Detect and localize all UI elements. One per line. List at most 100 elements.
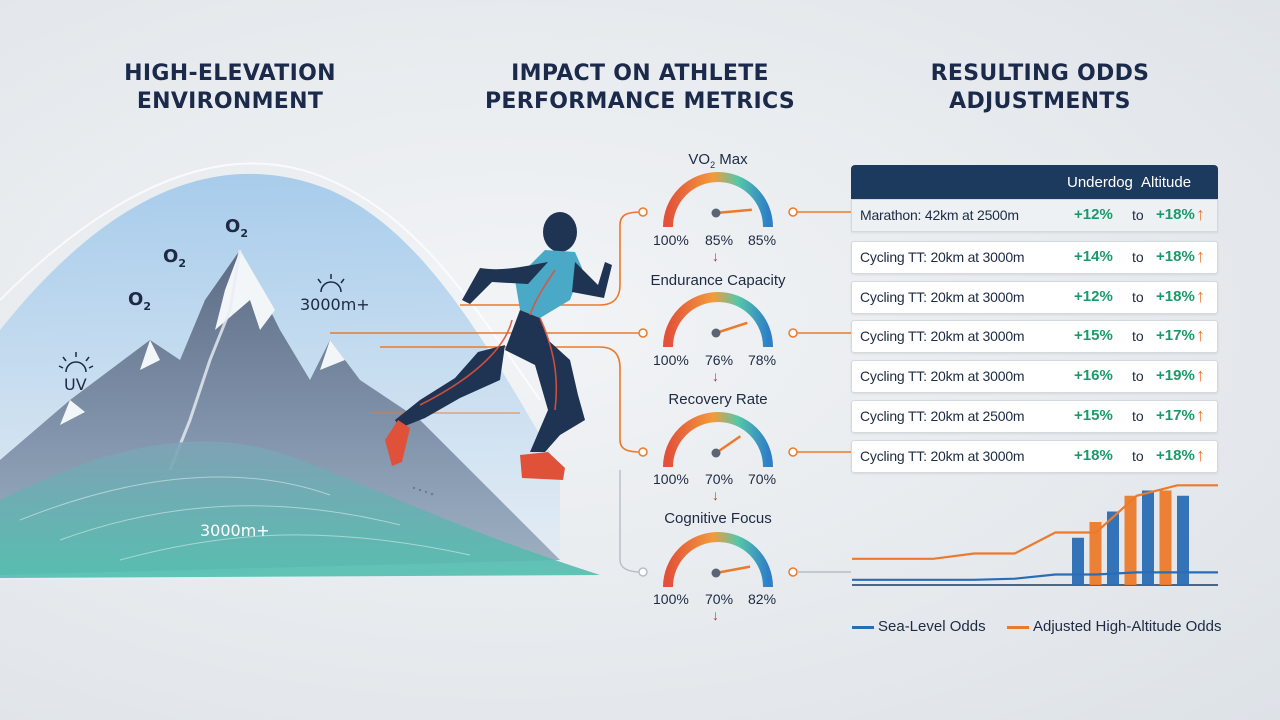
odds-heading-line2: ADJUSTMENTS — [949, 89, 1131, 114]
o2-subscript: 2 — [178, 257, 186, 270]
odds-to: +19% — [1156, 367, 1195, 385]
odds-to: +18% — [1156, 287, 1195, 305]
event-name: Cycling TT: 20km at 3000m — [860, 248, 1025, 265]
odds-connector: to — [1132, 447, 1144, 464]
connector-lines — [330, 211, 643, 453]
odds-row: Cycling TT: 20km at 3000m +14% to +18% ↑ — [851, 240, 1218, 274]
gauge-title-vo2max: VO2 Max — [618, 151, 818, 170]
sun-icon — [317, 274, 345, 293]
chart-bar — [1142, 490, 1154, 585]
odds-from: +12% — [1074, 206, 1113, 223]
chart-bar — [1177, 495, 1189, 585]
gauge-arc — [663, 412, 773, 468]
odds-chart — [852, 484, 1218, 586]
gauge-title-cognitive: Cognitive Focus — [618, 510, 818, 527]
odds-from: +15% — [1074, 407, 1113, 424]
gauge-baseline: 100% — [653, 591, 689, 607]
up-arrow-icon: ↑ — [1196, 245, 1205, 266]
event-name: Marathon: 42km at 2500m — [860, 207, 1019, 223]
odds-to: +18% — [1156, 206, 1195, 223]
gauge-arc — [663, 172, 773, 228]
sun-icon — [58, 352, 94, 373]
up-arrow-icon: ↑ — [1196, 444, 1205, 465]
gauge-title-rest: Max — [715, 151, 748, 168]
legend-swatch — [1007, 625, 1029, 629]
odds-connector: to — [1132, 288, 1144, 305]
gauge-title-text: Endurance Capacity — [650, 272, 786, 289]
odds-table-header: Underdog Altitude — [851, 165, 1218, 199]
chart-bar — [1089, 522, 1102, 585]
odds-row: Cycling TT: 20km at 3000m +18% to +18% ↑ — [851, 439, 1218, 473]
header-altitude: Altitude — [1141, 174, 1192, 191]
gauge-title-recovery: Recovery Rate — [618, 391, 818, 408]
odds-from: +16% — [1074, 367, 1113, 385]
event-name: Cycling TT: 20km at 3000m — [860, 447, 1025, 464]
event-name: Cycling TT: 20km at 3000m — [860, 288, 1025, 305]
gauge-hub — [711, 448, 721, 458]
impact-heading: IMPACT ON ATHLETE PERFORMANCE METRICS — [460, 60, 820, 116]
down-arrow-icon: ↓ — [712, 487, 719, 503]
chart-bar — [1107, 511, 1119, 585]
gauge-value: 82% — [748, 591, 777, 607]
uv-label: UV — [64, 375, 87, 394]
gauge-hub — [711, 208, 721, 218]
up-arrow-icon: ↑ — [1196, 204, 1205, 224]
o2-labels: O2 O2 O2 — [128, 216, 248, 313]
odds-row: Cycling TT: 20km at 3000m +15% to +17% ↑ — [851, 320, 1218, 354]
odds-from: +14% — [1074, 247, 1113, 265]
odds-connector: to — [1132, 408, 1144, 424]
event-name: Cycling TT: 20km at 2500m — [860, 408, 1025, 424]
odds-to: +18% — [1156, 446, 1195, 464]
gauge-hub — [711, 328, 721, 338]
o2-subscript: 2 — [240, 227, 248, 240]
runner-figure — [385, 212, 612, 480]
environment-heading-line2: ENVIRONMENT — [136, 89, 324, 114]
sky-arc-line — [0, 162, 541, 401]
event-name: Cycling TT: 20km at 3000m — [860, 368, 1025, 385]
legend-label: Adjusted High-Altitude Odds — [1033, 618, 1222, 635]
o2-label: O — [163, 246, 178, 267]
odds-row: Cycling TT: 20km at 2500m +15% to +17% ↑ — [851, 400, 1218, 433]
environment-heading: HIGH-ELEVATION ENVIRONMENT — [80, 60, 380, 116]
up-arrow-icon: ↑ — [1196, 325, 1205, 346]
gauge-current: 70% — [705, 591, 734, 607]
gauge-current: 70% — [705, 471, 734, 487]
gauge-baseline: 100% — [653, 232, 689, 248]
odds-from: +15% — [1074, 327, 1113, 345]
chart-series-line — [852, 484, 1218, 560]
legend-label: Sea-Level Odds — [878, 618, 986, 635]
header-underdog: Underdog — [1067, 174, 1133, 191]
foothills — [0, 441, 600, 578]
odds-from: +18% — [1074, 446, 1113, 464]
gauge-to-table-lines — [797, 211, 851, 573]
chart-bar — [1072, 537, 1084, 585]
chart-bar — [1124, 495, 1137, 585]
gauge-title-endurance: Endurance Capacity — [618, 272, 818, 289]
gauge-value: 78% — [748, 352, 777, 368]
environment-heading-line1: HIGH-ELEVATION — [124, 61, 336, 86]
odds-from: +12% — [1074, 287, 1113, 305]
gauge-needle — [715, 208, 752, 215]
gauge-value: 70% — [748, 471, 777, 487]
down-arrow-icon: ↓ — [712, 248, 719, 264]
legend-sea-level: Sea-Level Odds — [852, 618, 986, 635]
down-arrow-icon: ↓ — [712, 368, 719, 384]
gauge-needle — [715, 321, 748, 335]
gauge-title-text: VO — [688, 151, 711, 168]
odds-heading: RESULTING ODDS ADJUSTMENTS — [880, 60, 1200, 116]
gauge-baseline: 100% — [653, 471, 689, 487]
connector-node — [788, 567, 798, 577]
odds-to: +18% — [1156, 247, 1195, 265]
chart-series-line — [852, 571, 1218, 581]
odds-to: +17% — [1156, 407, 1195, 424]
trail-dots — [412, 486, 434, 496]
odds-connector: to — [1132, 368, 1144, 385]
o2-subscript: 2 — [143, 300, 151, 313]
odds-heading-line1: RESULTING ODDS — [930, 61, 1150, 86]
svg-text:O2: O2 — [128, 289, 151, 313]
gauge-arc — [663, 532, 773, 588]
terrain-contours — [19, 476, 471, 561]
up-arrow-icon: ↑ — [1196, 405, 1205, 425]
odds-table: Underdog Altitude Marathon: 42km at 2500… — [851, 165, 1218, 473]
